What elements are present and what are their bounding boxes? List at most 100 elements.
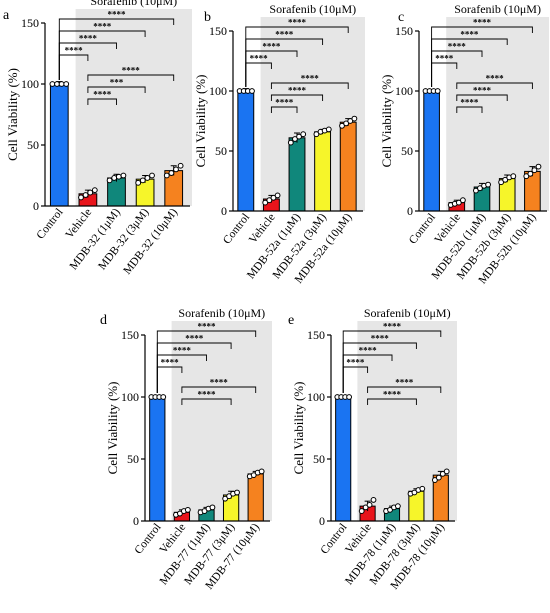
data-point <box>434 88 441 94</box>
panel-title: Sorafenib (10μM) <box>364 306 451 320</box>
data-point <box>78 194 84 201</box>
significance-label: **** <box>161 358 180 368</box>
category-label: Control <box>35 206 66 241</box>
y-tick-label: 50 <box>127 452 139 466</box>
significance-label: *** <box>110 78 124 88</box>
significance-label: **** <box>473 86 492 96</box>
data-point <box>366 501 373 508</box>
data-point <box>177 510 183 517</box>
y-axis-label: Cell Viability (%) <box>379 75 394 168</box>
data-point <box>106 177 113 184</box>
y-tick-label: 50 <box>215 144 227 158</box>
data-point <box>411 489 418 496</box>
data-point <box>531 167 538 174</box>
data-point <box>201 508 208 514</box>
data-point <box>313 131 320 138</box>
data-point <box>249 88 255 94</box>
data-point <box>163 172 170 179</box>
significance-bracket <box>342 366 369 393</box>
data-point <box>184 506 191 513</box>
data-point <box>510 173 517 180</box>
y-tick-label: 150 <box>307 328 325 342</box>
significance-label: **** <box>93 90 112 100</box>
data-point <box>325 126 332 133</box>
significance-label: **** <box>460 30 479 40</box>
data-point <box>226 493 233 500</box>
chart-panel-d: Sorafenib (10μM) d 0 50 100 150 Cell Viability… <box>100 306 272 592</box>
significance-bracket <box>181 398 232 405</box>
significance-label: **** <box>288 86 307 96</box>
y-tick-label: 150 <box>121 328 139 342</box>
data-point <box>502 176 509 183</box>
y-tick-label: 100 <box>21 77 39 91</box>
significance-label: **** <box>395 378 414 388</box>
data-point <box>270 194 277 201</box>
significance-bracket <box>367 398 417 405</box>
significance-bracket <box>270 106 298 113</box>
data-point <box>258 468 265 475</box>
significance-label: **** <box>65 46 84 56</box>
significance-label: **** <box>371 334 390 344</box>
significance-bracket <box>87 74 175 81</box>
y-tick-label: 0 <box>221 204 227 218</box>
significance-label: **** <box>346 358 365 368</box>
data-point <box>82 192 89 198</box>
significance-label: **** <box>122 66 141 76</box>
y-axis-label: Cell Viability (%) <box>193 75 208 168</box>
data-point <box>435 474 442 481</box>
data-point <box>419 485 426 492</box>
significance-label: **** <box>250 54 269 64</box>
data-point <box>160 394 167 400</box>
significance-label: **** <box>383 390 402 400</box>
data-point <box>120 172 127 179</box>
significance-label: **** <box>108 10 127 20</box>
significance-bracket <box>456 106 483 113</box>
panel-label: a <box>3 8 10 23</box>
data-point <box>58 81 65 87</box>
data-point <box>149 172 155 179</box>
y-tick-label: 100 <box>395 84 413 98</box>
data-point <box>209 504 216 511</box>
significance-label: **** <box>198 390 217 400</box>
bar-mdb-77-10-m- <box>247 473 264 522</box>
data-point <box>439 470 446 477</box>
data-point <box>287 139 294 146</box>
y-tick-label: 150 <box>21 16 39 30</box>
significance-label: **** <box>275 30 294 40</box>
significance-label: **** <box>173 346 192 356</box>
significance-label: **** <box>275 98 294 108</box>
data-point <box>250 472 257 479</box>
data-point <box>370 497 377 503</box>
y-tick-label: 100 <box>121 390 139 404</box>
significance-label: **** <box>435 54 454 64</box>
panel-title: Sorafenib (10μM) <box>454 2 541 16</box>
chart-panel-a: Sorafenib (10μM) a 0 50 100 150 Cell Viability… <box>3 0 192 277</box>
data-point <box>300 131 307 138</box>
data-point <box>292 136 298 142</box>
data-point <box>63 81 70 87</box>
y-tick-label: 50 <box>313 452 325 466</box>
panel-label: e <box>288 313 294 328</box>
y-tick-label: 100 <box>209 84 227 98</box>
bar-control <box>49 83 69 207</box>
significance-bracket <box>87 98 117 105</box>
data-point <box>498 179 505 186</box>
category-label: MDB-32 (10μM) <box>121 206 180 277</box>
data-point <box>111 175 118 181</box>
data-point <box>523 173 530 180</box>
significance-label: **** <box>79 34 98 44</box>
data-point <box>115 173 122 180</box>
y-tick-label: 100 <box>307 390 325 404</box>
bar-mdb-52a-3-m- <box>314 131 332 212</box>
data-point <box>91 187 98 194</box>
data-point <box>477 185 483 192</box>
data-point <box>473 187 479 194</box>
data-point <box>54 81 60 87</box>
panel-title: Sorafenib (10μM) <box>90 0 177 8</box>
y-tick-label: 0 <box>407 204 413 218</box>
data-point <box>234 489 240 496</box>
bar-mdb-52a-1-m- <box>288 137 306 212</box>
bar-mdb-52a-10-m- <box>339 121 357 212</box>
bar-control <box>335 396 352 522</box>
significance-label: **** <box>198 322 217 332</box>
